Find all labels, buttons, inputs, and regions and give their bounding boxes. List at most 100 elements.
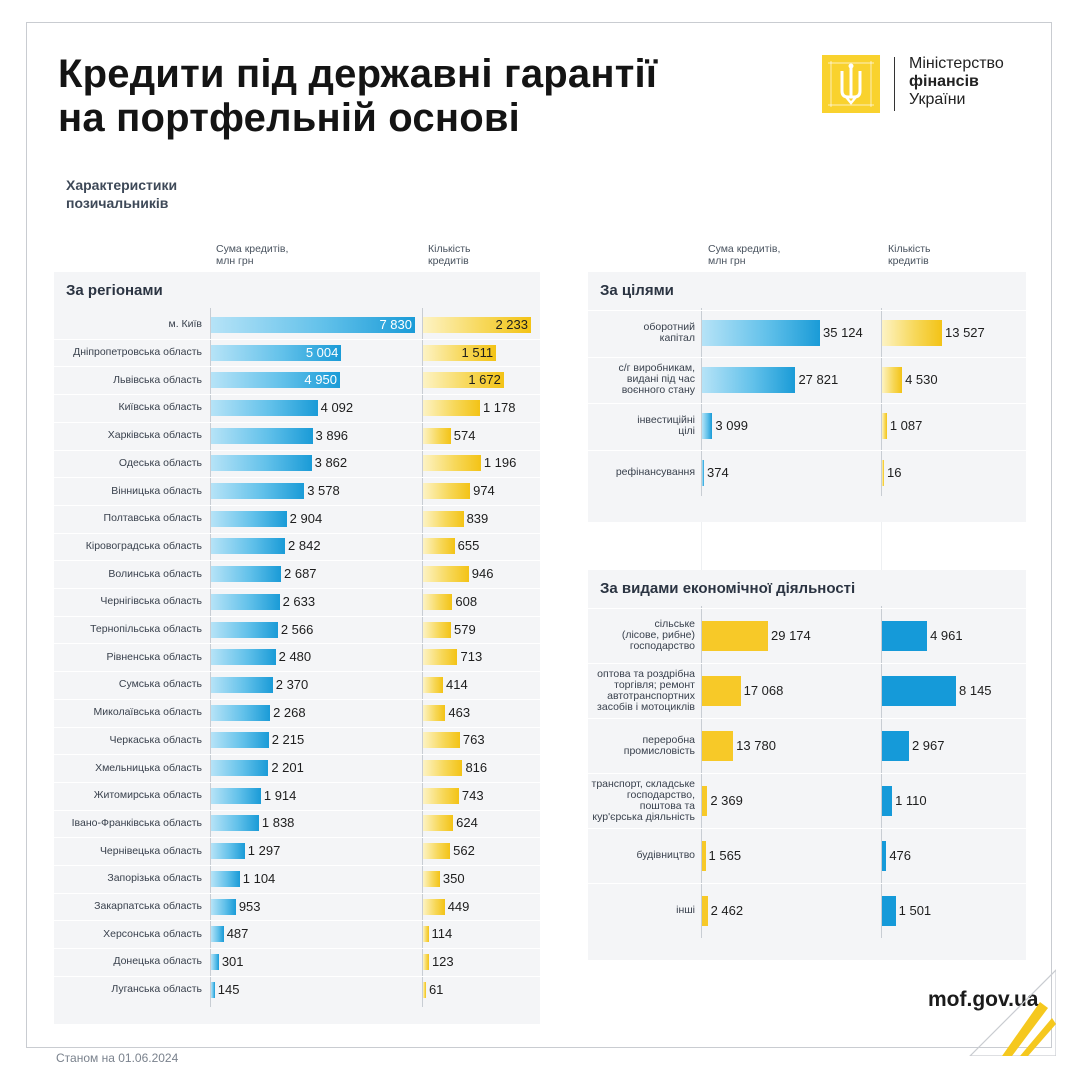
bar-count — [423, 344, 497, 361]
row-separator — [54, 754, 540, 756]
sum-header-line-1: Сума кредитів, — [216, 243, 289, 255]
row-separator — [54, 338, 540, 340]
category-label-line: Харківська область — [107, 429, 202, 442]
category-label-line: засобів і мотоциклів — [597, 700, 695, 713]
category-label-line: оптова та роздрібна — [597, 667, 695, 680]
bar-sum — [211, 427, 313, 444]
value-label-count: 1 087 — [889, 418, 923, 434]
bar-count — [882, 785, 893, 816]
value-label-sum: 17 068 — [743, 682, 784, 698]
category-label-line: Сумська область — [118, 678, 202, 691]
value-label-sum: 27 821 — [798, 371, 839, 387]
bar-count — [423, 649, 458, 666]
corner-accent-icon — [969, 969, 1056, 1056]
bar-count — [423, 455, 481, 472]
axis-line-count — [422, 308, 423, 1007]
chart-title-purposes: За цілями — [600, 282, 674, 299]
value-label-sum: 1 297 — [247, 843, 281, 859]
category-label: Житомирська область — [58, 782, 202, 810]
subtitle-line-2: позичальників — [66, 195, 169, 211]
value-label-sum: 7 830 — [379, 316, 412, 332]
bar-count — [423, 566, 469, 583]
guide-line — [881, 522, 882, 570]
bar-sum — [211, 344, 342, 361]
row-separator — [54, 532, 540, 534]
count-header-line-1: Кількість — [888, 243, 931, 255]
chart-panel-regions: За регіонами м. Київ 7 830 2 233 Дніпропетр… — [54, 272, 540, 1024]
bar-count — [423, 399, 480, 416]
value-label-sum: 5 004 — [305, 344, 339, 360]
category-label-line: Миколаївська область — [93, 706, 202, 719]
bar-sum — [702, 320, 820, 347]
value-label-count: 562 — [453, 843, 475, 859]
chart-panel-purposes: За цілями оборотний капітал 35 124 13 527 с/… — [588, 272, 1026, 522]
ministry-logo: Міністерство фінансів України — [822, 55, 1032, 115]
category-label-line: Луганська область — [111, 983, 202, 996]
row-separator — [54, 781, 540, 783]
value-label-count: 1 196 — [483, 455, 517, 471]
chart-panel-activities: За видами економічної діяльності сільськ… — [588, 570, 1026, 960]
category-label: Чернігівська область — [58, 588, 202, 616]
bar-sum — [211, 981, 215, 998]
bar-count — [423, 926, 429, 943]
logo-text: Міністерство фінансів України — [909, 55, 1004, 109]
bar-sum — [211, 815, 259, 832]
bar-sum — [211, 732, 269, 749]
logo-line-2: фінансів — [909, 73, 979, 90]
bar-sum — [211, 926, 224, 943]
bar-count — [423, 676, 444, 693]
axis-line-count — [881, 606, 882, 938]
row-separator — [588, 403, 1026, 404]
row-separator — [588, 718, 1026, 719]
bar-count — [882, 730, 909, 761]
value-label-sum: 2 369 — [710, 792, 743, 808]
row-separator — [54, 615, 540, 617]
category-label-line: кур'єрська діяльність — [592, 810, 695, 823]
value-label-count: 608 — [455, 593, 478, 609]
category-label-line: цілі — [678, 425, 695, 438]
value-label-sum: 2 215 — [271, 732, 305, 748]
value-label-count: 4 530 — [905, 371, 938, 387]
category-label: Івано-Франківська область — [58, 810, 202, 838]
category-label: сільське (лісове, рибне) господарство — [590, 608, 695, 663]
category-label: Вінницька область — [58, 477, 202, 505]
category-label: Тернопільська область — [58, 616, 202, 644]
row-separator — [54, 504, 540, 506]
bar-sum — [702, 785, 708, 816]
value-label-sum: 2 370 — [275, 676, 309, 692]
value-label-count: 114 — [431, 926, 453, 942]
bar-count — [882, 413, 887, 440]
category-label-line: переробна — [642, 733, 695, 746]
bar-sum — [211, 372, 340, 389]
bar-count — [423, 732, 460, 749]
category-label: м. Київ — [58, 311, 202, 339]
category-label: Запорізька область — [58, 865, 202, 893]
row-separator — [54, 865, 540, 866]
axis-line-count — [881, 308, 882, 496]
bar-count — [423, 898, 445, 915]
value-label-sum: 3 896 — [315, 427, 349, 443]
bar-count — [423, 870, 440, 887]
value-label-count: 743 — [461, 787, 484, 803]
value-label-count: 476 — [889, 847, 912, 863]
bar-sum — [211, 538, 286, 555]
category-label: Харківська область — [58, 422, 202, 450]
bar-sum — [702, 730, 734, 761]
value-label-sum: 3 099 — [715, 418, 748, 434]
logo-divider — [894, 57, 895, 111]
subtitle-line-1: Характеристики — [66, 177, 178, 193]
bar-count — [423, 843, 451, 860]
sum-header-line-1: Сума кредитів, — [708, 243, 781, 255]
bar-count — [423, 981, 426, 998]
category-label-line: транспорт, складське — [591, 777, 695, 790]
bar-sum — [211, 593, 280, 610]
bar-count — [423, 704, 446, 721]
value-label-count: 579 — [454, 621, 476, 637]
bar-sum — [702, 459, 704, 486]
bar-count — [423, 787, 459, 804]
value-label-sum: 3 578 — [307, 483, 340, 499]
value-label-count: 350 — [442, 870, 465, 886]
bar-sum — [702, 840, 706, 871]
category-label-line: інвестиційні — [637, 414, 695, 427]
category-label-line: Одеська область — [118, 456, 202, 469]
